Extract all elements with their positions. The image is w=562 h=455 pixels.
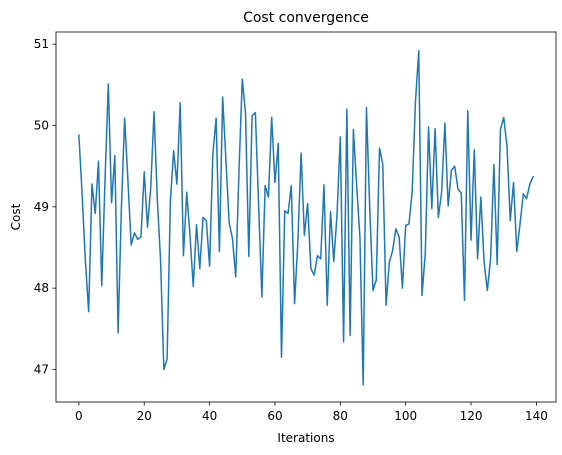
- y-tick-label: 49: [34, 200, 49, 214]
- x-tick-label: 140: [525, 409, 548, 423]
- x-tick-label: 80: [333, 409, 348, 423]
- x-ticks: 0 20 40 60 80 100 120 140: [75, 402, 548, 423]
- chart-title: Cost convergence: [243, 10, 369, 26]
- x-tick-label: 0: [75, 409, 83, 423]
- y-ticks: 47 48 49 50 51: [34, 37, 56, 376]
- x-tick-label: 100: [394, 409, 417, 423]
- y-axis-label: Cost: [9, 203, 23, 230]
- series-layer: [78, 49, 535, 386]
- x-tick-label: 20: [137, 409, 152, 423]
- x-axis-label: Iterations: [277, 431, 334, 445]
- y-tick-label: 48: [34, 281, 49, 295]
- y-tick-label: 50: [34, 119, 49, 133]
- series-line-0: [78, 49, 535, 386]
- y-tick-label: 47: [34, 362, 49, 376]
- x-tick-label: 60: [267, 409, 282, 423]
- x-tick-label: 40: [202, 409, 217, 423]
- plot-frame: [55, 31, 557, 403]
- x-tick-label: 120: [460, 409, 483, 423]
- y-tick-label: 51: [34, 37, 49, 51]
